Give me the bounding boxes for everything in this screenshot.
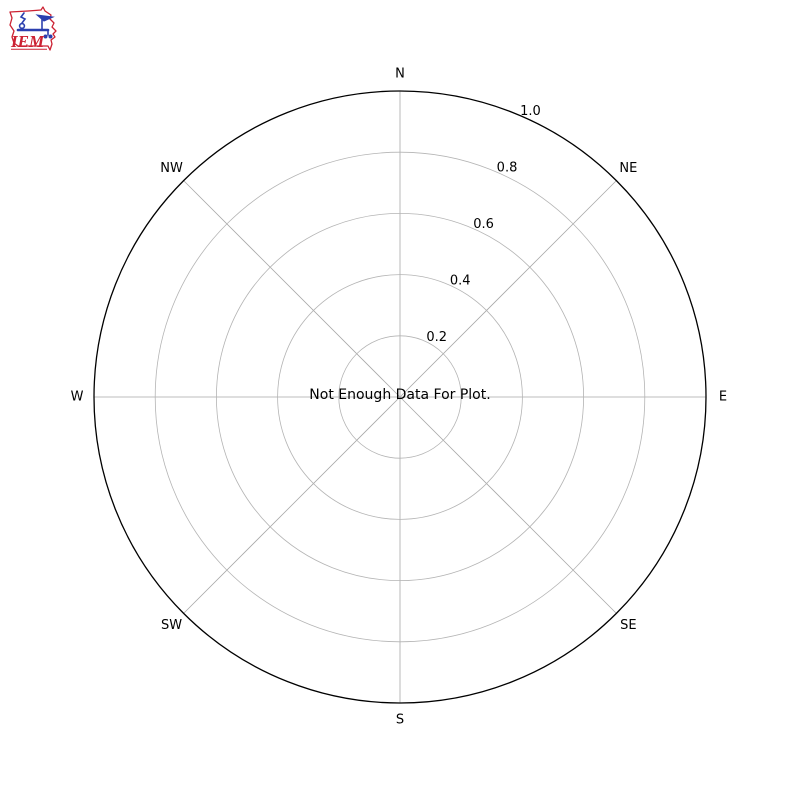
radial-tick-label: 0.8 bbox=[497, 160, 518, 175]
radial-tick-label: 0.6 bbox=[473, 217, 494, 232]
azimuth-gridline bbox=[399, 180, 617, 398]
direction-label: NW bbox=[160, 161, 183, 176]
direction-label: W bbox=[71, 390, 84, 405]
polar-labels: N NE E SE S SW W NW 0.2 0.4 0.6 0.8 1.0 Not Enough Da… bbox=[71, 67, 728, 728]
outer-spine-circle bbox=[93, 90, 707, 704]
radial-gridline-ring bbox=[338, 335, 462, 459]
azimuth-gridline bbox=[183, 396, 401, 614]
radial-tick-label: 0.2 bbox=[426, 330, 447, 345]
direction-label: SE bbox=[620, 618, 636, 633]
radial-gridline-ring bbox=[215, 212, 585, 582]
direction-label: S bbox=[396, 713, 404, 728]
azimuth-gridline bbox=[183, 180, 401, 398]
polar-grid bbox=[93, 90, 707, 704]
iem-logo-text: IEM bbox=[10, 32, 45, 51]
direction-label: E bbox=[719, 390, 727, 405]
direction-label: NE bbox=[619, 161, 637, 176]
radial-gridline-ring bbox=[154, 151, 646, 643]
no-data-message: Not Enough Data For Plot. bbox=[309, 387, 490, 403]
radial-gridline-ring bbox=[277, 274, 523, 520]
radial-tick-label: 0.4 bbox=[450, 273, 471, 288]
azimuth-gridline bbox=[399, 396, 617, 614]
weather-station-icon bbox=[16, 12, 55, 39]
iem-logo: IEM bbox=[9, 6, 57, 51]
direction-label: SW bbox=[161, 618, 182, 633]
direction-label: N bbox=[395, 67, 405, 82]
radial-tick-label: 1.0 bbox=[520, 104, 541, 119]
